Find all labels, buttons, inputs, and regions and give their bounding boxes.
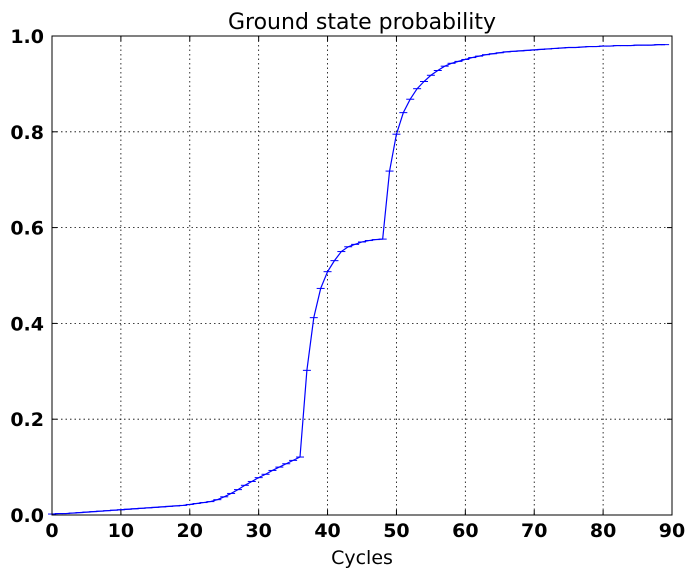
y-tick-label: 0.8 [10,122,44,144]
series-ground-state-probability [48,44,670,515]
x-tick-label: 30 [245,520,271,542]
x-tick-label: 20 [177,520,203,542]
y-tick-label: 0.6 [10,218,44,240]
y-tick-label: 1.0 [10,26,44,48]
x-tick-label: 70 [521,520,547,542]
axis-ticks: 0 10 20 30 40 50 60 70 80 90 0.0 0.2 0.4 0.6 0.8 1.0 [10,26,685,542]
x-tick-label: 0 [45,520,58,542]
y-tick-label: 0.2 [10,409,44,431]
x-tick-label: 10 [108,520,134,542]
x-tick-label: 90 [659,520,685,542]
data-line [51,44,666,515]
chart-title: Ground state probability [228,10,496,35]
x-axis-label: Cycles [331,547,393,569]
y-tick-label: 0.4 [10,313,44,335]
x-tick-label: 80 [590,520,616,542]
plot-frame [51,35,673,516]
x-tick-label: 60 [452,520,478,542]
x-tick-label: 40 [314,520,340,542]
x-tick-label: 50 [383,520,409,542]
y-tick-label: 0.0 [10,505,44,527]
grid-lines [52,36,672,515]
